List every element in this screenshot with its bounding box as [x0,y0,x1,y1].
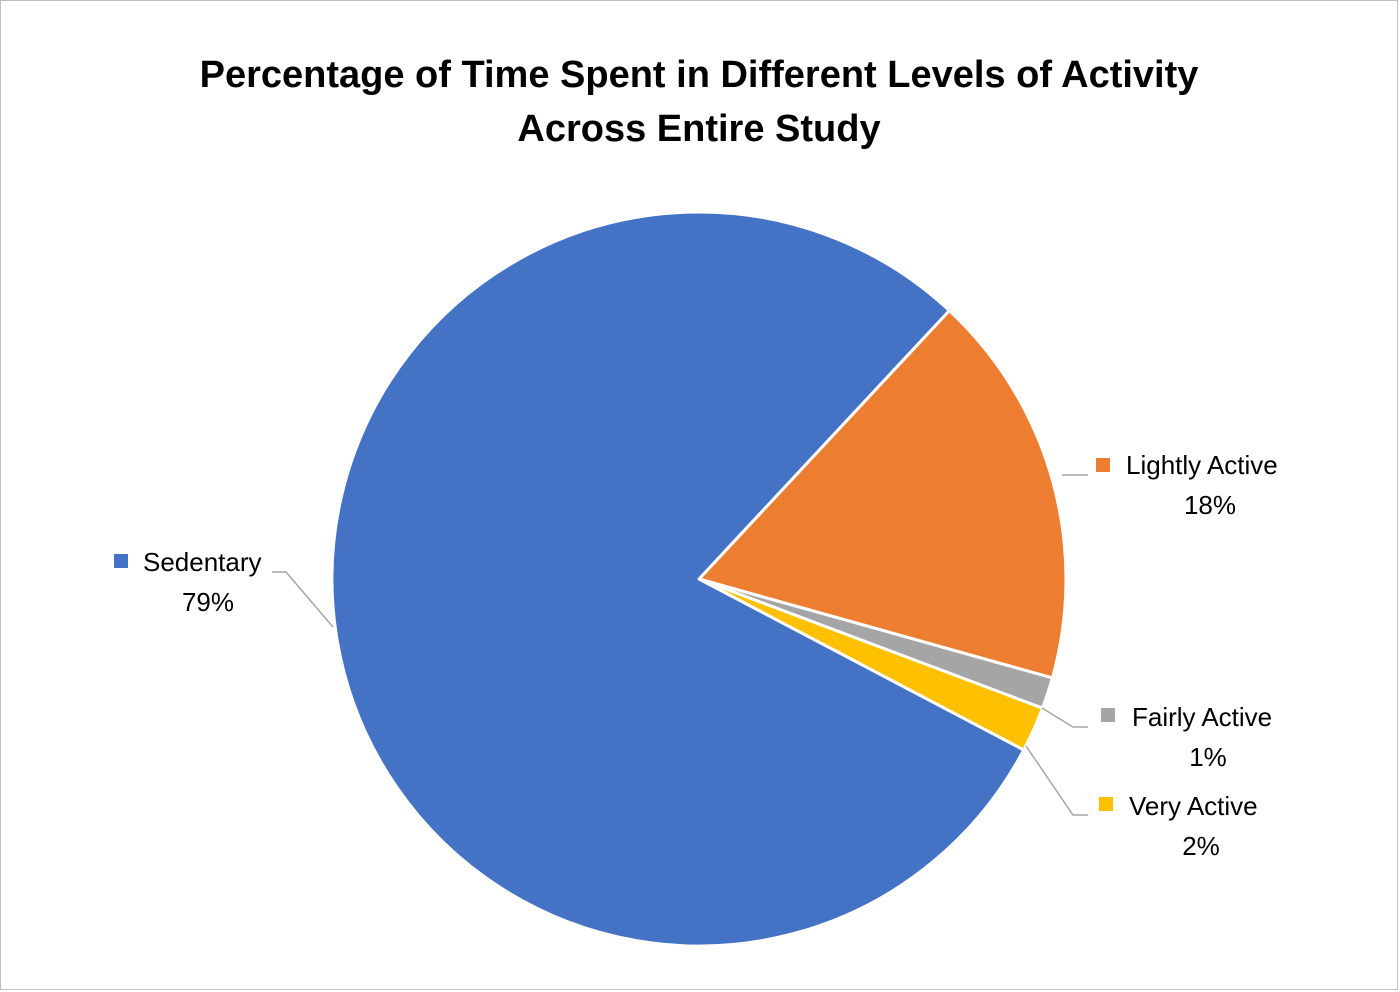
legend-marker-sedentary [114,554,128,568]
data-label-value-fairly-active: 1% [1189,742,1227,772]
pie-slice-sedentary [330,210,1026,948]
data-label-name-fairly-active: Fairly Active [1132,702,1272,732]
chart-title: Percentage of Time Spent in Different Le… [0,48,1398,156]
legend-marker-fairly-active [1101,708,1115,722]
chart-title-line-1: Percentage of Time Spent in Different Le… [199,54,1199,96]
leader-line-very-active [1025,745,1088,816]
data-label-name-very-active: Very Active [1129,791,1258,821]
data-label-value-lightly-active: 18% [1184,490,1236,520]
data-label-name-sedentary: Sedentary [143,547,262,577]
data-label-name-lightly-active: Lightly Active [1126,450,1278,480]
data-label-value-sedentary: 79% [182,587,234,617]
legend-marker-lightly-active [1096,458,1110,472]
leader-line-sedentary [272,571,334,628]
legend-marker-very-active [1099,797,1113,811]
chart-title-line-2: Across Entire Study [517,108,881,150]
data-label-value-very-active: 2% [1182,831,1220,861]
leader-line-fairly-active [1041,707,1088,728]
pie-slice-lightly-active [697,309,1068,680]
